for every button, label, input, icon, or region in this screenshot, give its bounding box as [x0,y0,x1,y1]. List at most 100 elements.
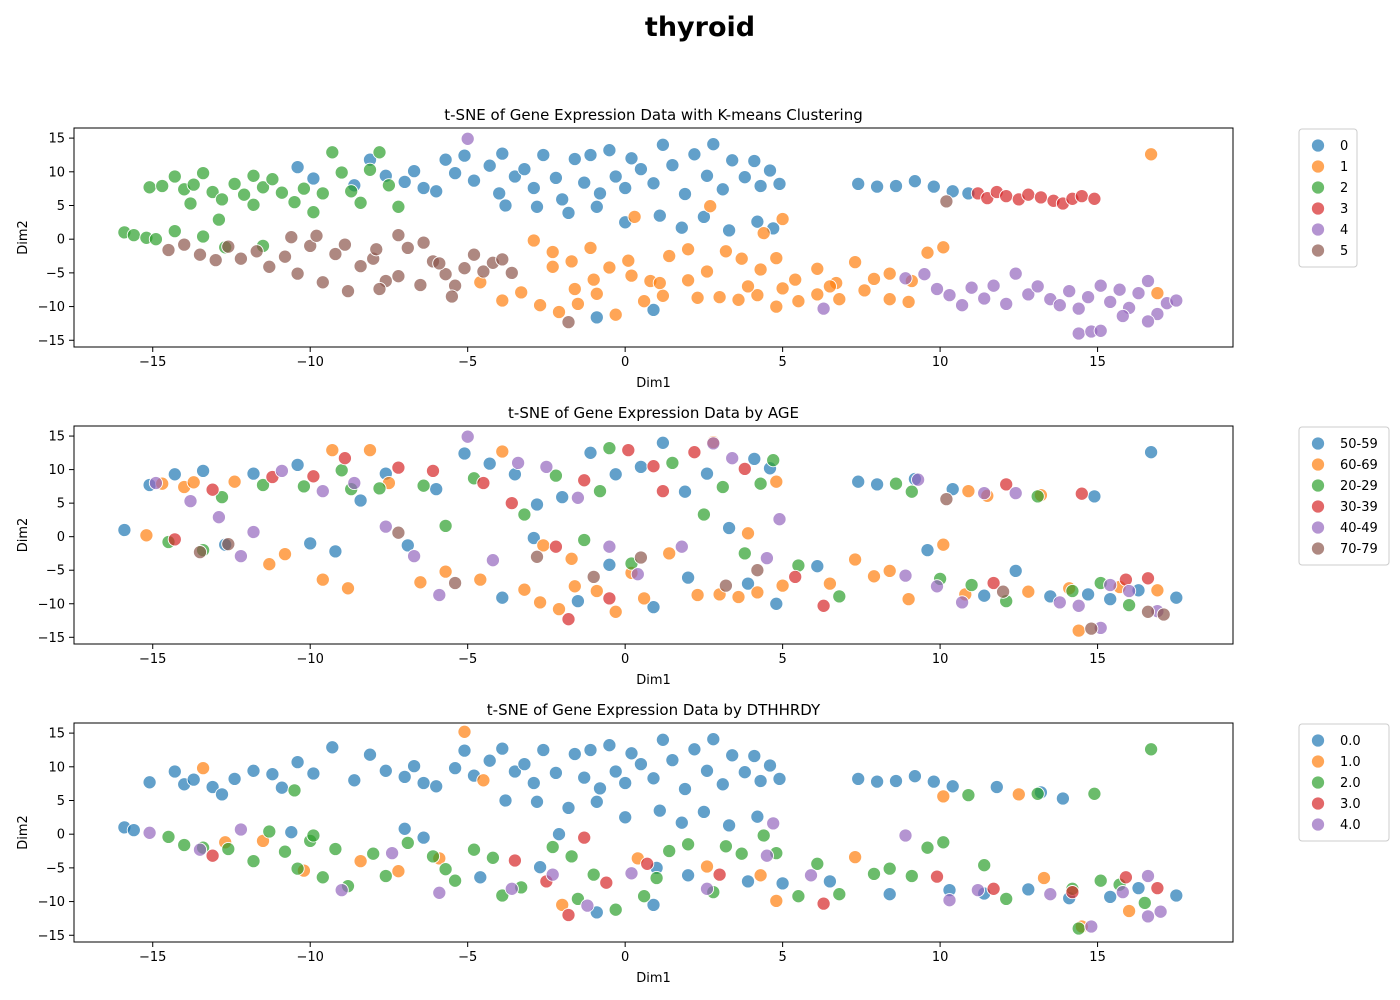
data-point [964,577,979,593]
data-point [183,494,198,509]
data-point [517,162,532,177]
points-layer [117,131,1184,341]
data-point [907,174,922,189]
data-point [155,178,170,194]
data-point [920,840,935,855]
data-point [577,175,592,190]
data-point [1137,895,1152,910]
data-point [1103,889,1118,904]
data-point [221,841,236,857]
data-point [385,846,400,861]
data-point [722,520,737,536]
data-point [526,775,541,791]
legend-box [1298,723,1390,842]
legend-marker [1310,499,1326,514]
data-point [740,279,756,294]
panel-age: t-SNE of Gene Expression Data by AGE −15 −… [16,404,1390,688]
data-point [624,268,639,283]
data-point [586,867,601,882]
data-point [148,475,163,491]
data-point [936,240,951,255]
data-point [192,247,208,262]
data-point [589,310,604,325]
data-point [740,526,756,541]
y-tick-label: −10 [38,597,65,612]
data-point [545,867,560,882]
data-point [561,205,576,220]
data-point [511,455,526,470]
data-point [725,748,740,763]
data-point [589,794,604,809]
data-point [961,484,976,499]
data-point [803,868,819,883]
data-point [444,289,459,304]
data-point [262,824,277,839]
chart-title: t-SNE of Gene Expression Data with K-mea… [444,106,862,124]
data-point [851,771,866,786]
data-point [652,803,667,818]
data-point [1115,308,1130,324]
data-point [750,585,765,600]
data-point [652,208,667,223]
data-point [290,266,305,281]
data-point [567,746,582,762]
data-point [734,251,749,266]
data-point [945,779,960,794]
data-point [1071,623,1086,638]
data-point [448,873,463,888]
data-point [624,746,639,761]
data-point [1103,592,1118,607]
data-point [205,482,220,497]
data-point [740,874,756,889]
data-point [589,286,604,301]
y-axis-label: Dim2 [16,815,31,850]
data-point [353,195,368,210]
data-point [1122,903,1137,919]
data-point [888,178,904,194]
data-point [662,843,677,859]
data-point [832,292,847,307]
data-point [706,137,721,152]
data-point [397,769,412,784]
data-point [999,296,1014,311]
data-point [904,484,919,499]
data-point [608,604,623,619]
x-tick-label: 10 [932,950,949,965]
data-point [1011,787,1026,802]
data-point [142,825,157,840]
data-point [822,874,837,889]
data-point [989,779,1004,795]
data-point [681,868,696,883]
data-point [438,564,453,579]
data-point [548,468,563,483]
data-point [1122,583,1137,599]
data-point [904,868,919,884]
data-point [1131,286,1146,301]
legend-box [1298,128,1358,268]
x-tick-label: 5 [778,950,786,965]
data-point [602,260,617,275]
data-point [882,292,897,307]
data-point [816,301,831,316]
data-point [602,441,617,456]
x-tick-label: 5 [778,652,786,667]
data-point [303,536,318,551]
panel-kmeans: t-SNE of Gene Expression Data with K-mea… [16,106,1358,391]
data-point [274,463,289,478]
data-point [167,764,182,779]
data-point [536,147,551,163]
data-point [1084,919,1099,934]
data-point [514,285,529,300]
data-point [1118,870,1133,885]
data-point [397,821,412,836]
data-point [246,763,261,778]
legend-marker [1310,201,1326,216]
data-point [391,864,406,879]
data-point [762,758,778,773]
data-point [646,302,661,317]
y-axis-label: Dim2 [16,518,31,553]
data-point [492,186,507,201]
data-point [161,242,176,258]
data-point [227,771,242,786]
y-tick-label: −10 [38,895,65,910]
